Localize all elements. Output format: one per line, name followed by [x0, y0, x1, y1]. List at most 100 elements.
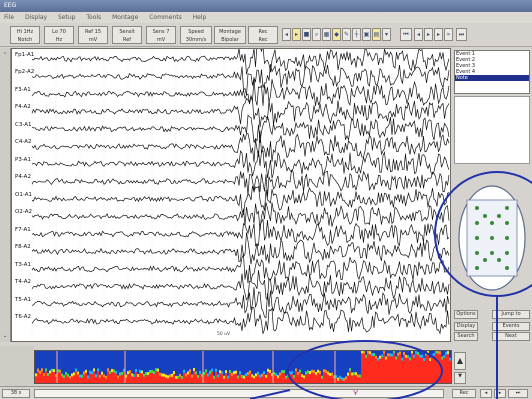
spectro-column: [449, 360, 451, 383]
spectro-band: [89, 370, 91, 374]
play-icon[interactable]: ▸: [292, 28, 301, 41]
note-icon[interactable]: ✎: [342, 28, 351, 41]
spectro-column: [181, 378, 183, 383]
spectro-band: [219, 370, 221, 374]
first-icon[interactable]: ⏮: [400, 28, 412, 41]
reference-button[interactable]: Ref 15 mV: [78, 26, 108, 44]
spectro-column: [101, 374, 103, 383]
spectro-column: [111, 371, 113, 383]
spectro-band: [115, 370, 117, 374]
menu-comments[interactable]: Comments: [149, 14, 182, 21]
spectro-band: [311, 369, 313, 373]
menu-montage[interactable]: Montage: [112, 14, 139, 21]
spectro-band: [185, 373, 187, 377]
spectro-column: [41, 371, 43, 383]
menu-setup[interactable]: Setup: [58, 14, 76, 21]
spectro-band: [293, 375, 295, 379]
spectro-band: [297, 371, 299, 375]
spectro-band: [253, 375, 255, 379]
grid-icon[interactable]: ▦: [322, 28, 331, 41]
filter-lo-button[interactable]: Lo 70 Hz: [44, 26, 74, 44]
last-icon[interactable]: ▸: [434, 28, 443, 41]
scroll-down-icon[interactable]: ▼: [454, 372, 466, 384]
gutter-marker-bottom[interactable]: ⌄: [2, 333, 8, 339]
spectro-band: [163, 373, 165, 377]
gutter-marker[interactable]: ⌃: [2, 52, 8, 58]
spectro-band: [411, 351, 413, 354]
spectro-band: [225, 370, 227, 374]
menu-help[interactable]: Help: [192, 14, 207, 21]
record-button[interactable]: Rec Rec: [248, 26, 278, 44]
sensitivity-button[interactable]: Sensit Ref: [112, 26, 142, 44]
spectro-band: [101, 371, 103, 375]
sens-value-button[interactable]: Sens 7 mV: [146, 26, 176, 44]
list-item-selected[interactable]: Note: [455, 75, 529, 81]
spectro-column: [387, 356, 389, 383]
spectro-column: [117, 378, 119, 383]
prev-icon[interactable]: ◂: [282, 28, 291, 41]
spectro-band: [361, 351, 363, 354]
zoom-icon[interactable]: ⌕: [312, 28, 321, 41]
speed-button[interactable]: Speed 30mm/s: [180, 26, 212, 44]
montage-button[interactable]: Montage Bipolar: [214, 26, 246, 44]
filter-hi-button[interactable]: Hi 1Hz Notch: [10, 26, 40, 44]
menu-display[interactable]: Display: [24, 14, 48, 21]
trend-nav: ▲ ▼: [452, 346, 532, 386]
list-item[interactable]: Event 4: [456, 69, 476, 75]
spectro-column: [375, 358, 377, 383]
spectro-column: [105, 378, 107, 383]
ruler-icon[interactable]: ┼: [352, 28, 361, 41]
filter-lo-label: Lo 70: [52, 29, 66, 35]
marker-icon[interactable]: ◆: [332, 28, 341, 41]
info-box: [454, 96, 530, 164]
events-button[interactable]: Events: [492, 322, 530, 331]
spectro-column: [189, 372, 191, 383]
display-button[interactable]: Display: [454, 322, 478, 331]
options-button[interactable]: Options: [454, 310, 478, 319]
video-icon[interactable]: ▣: [362, 28, 371, 41]
channel-label: T6-A2: [15, 314, 31, 320]
spectro-band: [397, 352, 399, 356]
next-button[interactable]: Next: [492, 332, 530, 341]
eeg-channel-trace: [31, 185, 450, 215]
spectro-column: [379, 358, 381, 383]
list-item[interactable]: Event 3: [456, 63, 476, 69]
spectrogram-trend[interactable]: [34, 350, 452, 384]
back-icon[interactable]: ◂: [414, 28, 423, 41]
search-button[interactable]: Search: [454, 332, 478, 341]
menu-tools[interactable]: Tools: [86, 14, 102, 21]
stop-icon[interactable]: ■: [302, 28, 311, 41]
spectro-column: [175, 378, 177, 383]
spectro-column: [229, 373, 231, 383]
spectro-column: [223, 378, 225, 383]
status-btn-c[interactable]: ⏭: [508, 389, 528, 398]
spectro-column: [35, 376, 37, 383]
end-icon[interactable]: ⏭: [456, 28, 467, 41]
spectro-band: [245, 373, 247, 377]
jump-to-button[interactable]: Jump to: [492, 310, 530, 319]
print-icon[interactable]: ▤: [372, 28, 381, 41]
menu-file[interactable]: File: [4, 14, 15, 21]
spectro-band: [257, 371, 259, 375]
timeline-slider[interactable]: ♀: [34, 389, 444, 398]
spectro-column: [39, 373, 41, 383]
next-icon[interactable]: ▸: [424, 28, 433, 41]
list-item[interactable]: Event 2: [456, 57, 476, 63]
spectro-column: [407, 358, 409, 383]
spectro-band: [211, 368, 213, 372]
spectro-column: [439, 354, 441, 383]
spectro-column: [253, 378, 255, 383]
spectro-column: [131, 376, 133, 383]
list-item[interactable]: Event 1: [456, 51, 476, 57]
spectro-column: [163, 376, 165, 383]
status-btn-a[interactable]: ◂: [480, 389, 492, 398]
spectro-band: [303, 375, 305, 379]
events-list[interactable]: Event 1 Event 2 Event 3 Event 4 Note: [454, 50, 530, 94]
fast-icon[interactable]: »: [444, 28, 453, 41]
save-icon[interactable]: ▾: [382, 28, 391, 41]
scroll-up-icon[interactable]: ▲: [454, 352, 466, 370]
spectro-band: [301, 374, 303, 378]
spectro-band: [265, 374, 267, 378]
status-btn-b[interactable]: ▸: [494, 389, 506, 398]
eeg-trace-area[interactable]: Fp1-A1 Fp2-A2 F3-A1 F4-A2 C3-A1 C4-A2 P3…: [11, 48, 451, 342]
